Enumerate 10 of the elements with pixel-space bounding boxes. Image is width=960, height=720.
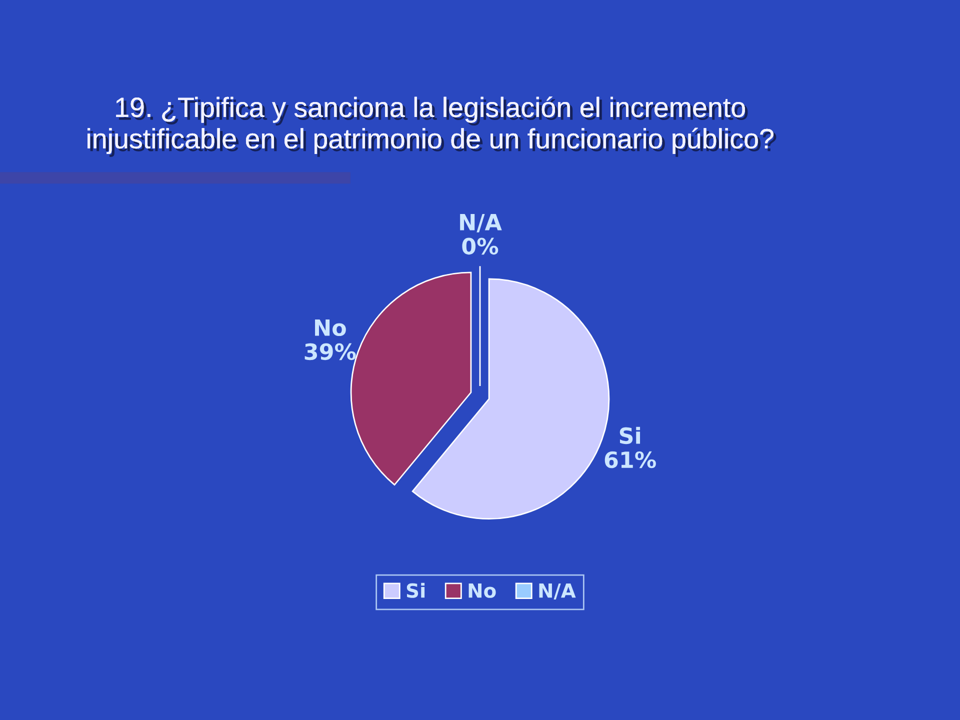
data-label: 39% bbox=[304, 343, 356, 360]
chart-title: 19. ¿Tipifica y sanciona la legislación el incremento injustificable en el patrimonio de un funcionario público? bbox=[88, 96, 776, 157]
legend-label: Si bbox=[406, 582, 425, 598]
legend-label: No bbox=[468, 583, 496, 598]
slice-label: Si bbox=[620, 426, 640, 444]
slice-label: No bbox=[315, 320, 346, 336]
category-label: N/A bbox=[460, 214, 502, 232]
legend-label: N/A bbox=[539, 583, 576, 600]
text: 0% bbox=[462, 238, 498, 255]
data-label: 61% bbox=[604, 451, 656, 468]
